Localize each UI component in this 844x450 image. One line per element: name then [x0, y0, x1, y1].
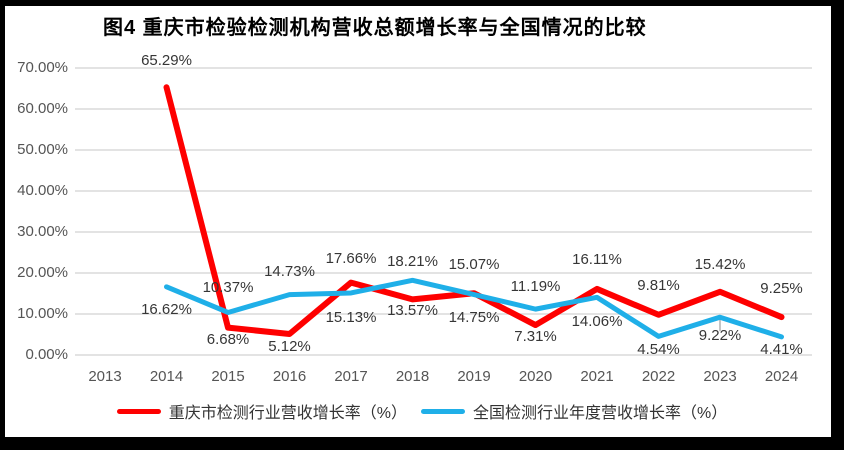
- legend-item: 重庆市检测行业营收增长率（%）: [116, 399, 407, 423]
- y-tick-label: 60.00%: [17, 100, 68, 117]
- data-label: 6.68%: [206, 330, 250, 348]
- chart-panel: [5, 6, 831, 437]
- data-label: 15.13%: [325, 308, 377, 326]
- y-tick-label: 10.00%: [17, 305, 68, 322]
- data-label: 16.11%: [572, 250, 622, 268]
- data-label: 18.21%: [387, 253, 438, 271]
- legend-label: 重庆市检测行业营收增长率（%）: [168, 405, 407, 422]
- y-tick-label: 20.00%: [17, 264, 68, 281]
- legend-item: 全国检测行业年度营收增长率（%）: [421, 399, 727, 423]
- x-tick-label: 2021: [580, 368, 614, 385]
- x-tick-label: 2018: [395, 368, 430, 385]
- data-label: 10.37%: [202, 279, 254, 297]
- legend: 重庆市检测行业营收增长率（%） 全国检测行业年度营收增长率（%）: [0, 399, 844, 423]
- y-tick-label: 40.00%: [17, 182, 68, 199]
- x-tick-label: 2013: [88, 368, 122, 385]
- x-tick-label: 2024: [764, 368, 799, 385]
- y-tick-label: 50.00%: [17, 141, 68, 158]
- data-label: 14.06%: [571, 313, 623, 331]
- x-tick-label: 2014: [149, 368, 184, 385]
- x-tick-label: 2020: [518, 368, 553, 385]
- legend-swatch-icon: [421, 408, 465, 414]
- legend-label: 全国检测行业年度营收增长率（%）: [473, 405, 728, 422]
- x-tick-label: 2017: [334, 368, 368, 385]
- data-label: 14.73%: [264, 262, 315, 280]
- x-tick-label: 2019: [457, 368, 491, 385]
- data-label: 9.25%: [760, 280, 803, 298]
- x-tick-label: 2023: [703, 368, 737, 385]
- data-label: 14.75%: [448, 308, 500, 326]
- data-label: 13.57%: [387, 302, 438, 320]
- y-tick-label: 70.00%: [17, 59, 68, 76]
- data-label: 9.81%: [637, 276, 680, 294]
- data-label: 7.31%: [514, 328, 557, 346]
- data-label: 15.42%: [694, 255, 746, 273]
- data-label: 5.12%: [268, 338, 311, 355]
- data-label: 4.54%: [637, 341, 680, 359]
- x-tick-label: 2016: [272, 368, 307, 385]
- series-line-1: [164, 277, 784, 340]
- y-tick-label: 0.00%: [25, 346, 68, 363]
- data-label: 11.19%: [510, 278, 561, 296]
- chart-title: 图4 重庆市检验检测机构营收总额增长率与全国情况的比较: [103, 17, 647, 39]
- x-tick-label: 2015: [211, 368, 245, 385]
- data-label: 9.22%: [698, 327, 742, 345]
- data-label: 17.66%: [325, 249, 377, 267]
- legend-swatch-icon: [116, 408, 161, 414]
- data-label: 4.41%: [760, 340, 803, 358]
- y-tick-label: 30.00%: [17, 223, 68, 240]
- data-label: 16.62%: [141, 300, 192, 318]
- data-label: 65.29%: [141, 52, 192, 70]
- data-label: 15.07%: [448, 256, 500, 274]
- x-tick-label: 2022: [641, 368, 676, 385]
